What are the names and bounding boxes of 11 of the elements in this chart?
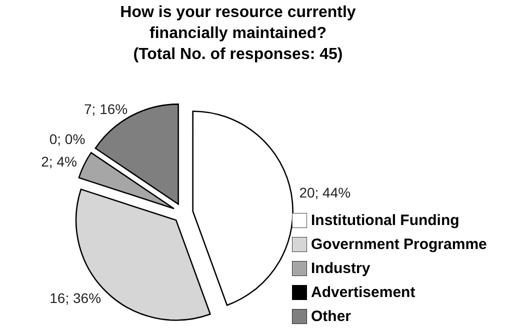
data-label: 2; 4% (41, 153, 77, 170)
chart-title: How is your resource currently financially maintained? (Total No. of responses: 45) (119, 3, 357, 65)
legend-label: Other (311, 308, 352, 325)
legend-label: Government Programme (311, 236, 487, 253)
text: 0; 0% (49, 131, 86, 148)
data-label: 7; 16% (84, 100, 128, 117)
data-label: 16; 36% (50, 290, 102, 306)
legend-label: Industry (311, 260, 370, 277)
legend-label: Institutional Funding (311, 212, 460, 229)
legend-label: Advertisement (311, 284, 416, 301)
data-label: 20; 44% (299, 184, 351, 201)
